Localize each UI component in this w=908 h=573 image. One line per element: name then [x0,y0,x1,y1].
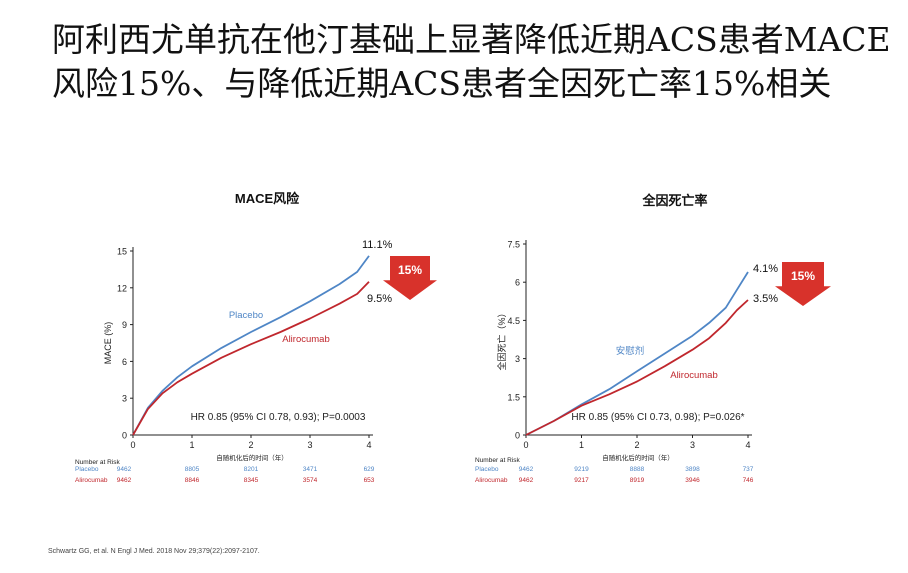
y-tick-label: 6 [122,357,127,367]
x-tick-label: 1 [189,440,194,450]
series-label: Alirocumab [670,370,718,381]
y-tick-label: 12 [117,283,127,293]
y-tick-label: 6 [515,278,520,288]
risk-row-name: Placebo [475,466,499,473]
x-tick-label: 4 [745,440,750,450]
risk-cell: 8805 [185,466,200,473]
down-arrow-icon [383,256,437,300]
risk-cell: 9462 [519,477,534,484]
risk-table-header: Number at Risk [475,457,521,464]
hr-annotation: HR 0.85 (95% CI 0.73, 0.98); P=0.026* [571,412,744,423]
reduction-label: 15% [398,263,422,277]
end-value-label: 4.1% [753,263,778,275]
series-line-alirocumab [525,299,749,436]
risk-cell: 3898 [685,466,700,473]
risk-cell: 3574 [303,477,318,484]
chart-title-mortality: 全因死亡率 [642,193,708,208]
y-tick-label: 3 [122,394,127,404]
risk-cell: 9462 [519,466,534,473]
citation: Schwartz GG, et al. N Engl J Med. 2018 N… [48,548,260,555]
end-value-label: 11.1% [362,239,393,251]
risk-cell: 8846 [185,477,200,484]
x-tick-label: 2 [248,440,253,450]
risk-cell: 9462 [117,477,132,484]
risk-cell: 8888 [630,466,645,473]
series-label: Placebo [229,310,263,321]
series-line-placebo [132,255,370,436]
reduction-label: 15% [791,269,815,283]
y-tick-label: 1.5 [507,392,520,402]
risk-cell: 8919 [630,477,645,484]
x-tick-label: 3 [690,440,695,450]
end-value-label: 3.5% [753,293,778,305]
risk-cell: 629 [364,466,375,473]
y-tick-label: 7.5 [507,240,520,250]
y-tick-label: 0 [515,431,520,441]
series-line-alirocumab [132,281,370,436]
x-tick-label: 1 [579,440,584,450]
x-tick-label: 2 [634,440,639,450]
y-tick-label: 9 [122,320,127,330]
x-tick-label: 0 [130,440,135,450]
chart-title-mace: MACE风险 [234,191,300,206]
y-axis-label: 全因死亡（%） [496,308,507,370]
risk-cell: 9217 [574,477,589,484]
x-axis-label: 自随机化后的时间（年） [602,453,674,462]
end-value-label: 9.5% [367,293,392,305]
hr-annotation: HR 0.85 (95% CI 0.78, 0.93); P=0.0003 [191,412,366,423]
risk-cell: 9219 [574,466,589,473]
x-axis-label: 自随机化后的时间（年） [216,453,288,462]
x-tick-label: 3 [307,440,312,450]
y-tick-label: 15 [117,247,127,257]
risk-cell: 3471 [303,466,318,473]
y-tick-label: 0 [122,431,127,441]
x-tick-label: 4 [366,440,371,450]
risk-cell: 8201 [244,466,259,473]
risk-table-header: Number at Risk [75,459,121,466]
risk-cell: 9462 [117,466,132,473]
down-arrow-icon [775,262,831,306]
y-tick-label: 3 [515,354,520,364]
risk-cell: 8345 [244,477,259,484]
risk-row-name: Alirocumab [475,477,508,484]
series-label: Alirocumab [282,334,330,345]
x-tick-label: 0 [523,440,528,450]
risk-cell: 3946 [685,477,700,484]
y-axis-label: MACE (%) [103,322,113,365]
risk-row-name: Alirocumab [75,477,108,484]
y-tick-label: 4.5 [507,316,520,326]
risk-row-name: Placebo [75,466,99,473]
series-label: 安慰剂 [616,345,645,357]
risk-cell: 746 [743,477,754,484]
risk-cell: 653 [364,477,375,484]
risk-cell: 737 [743,466,754,473]
slide-title: 阿利西尤单抗在他汀基础上显著降低近期ACS患者MACE风险15%、与降低近期AC… [52,20,891,103]
